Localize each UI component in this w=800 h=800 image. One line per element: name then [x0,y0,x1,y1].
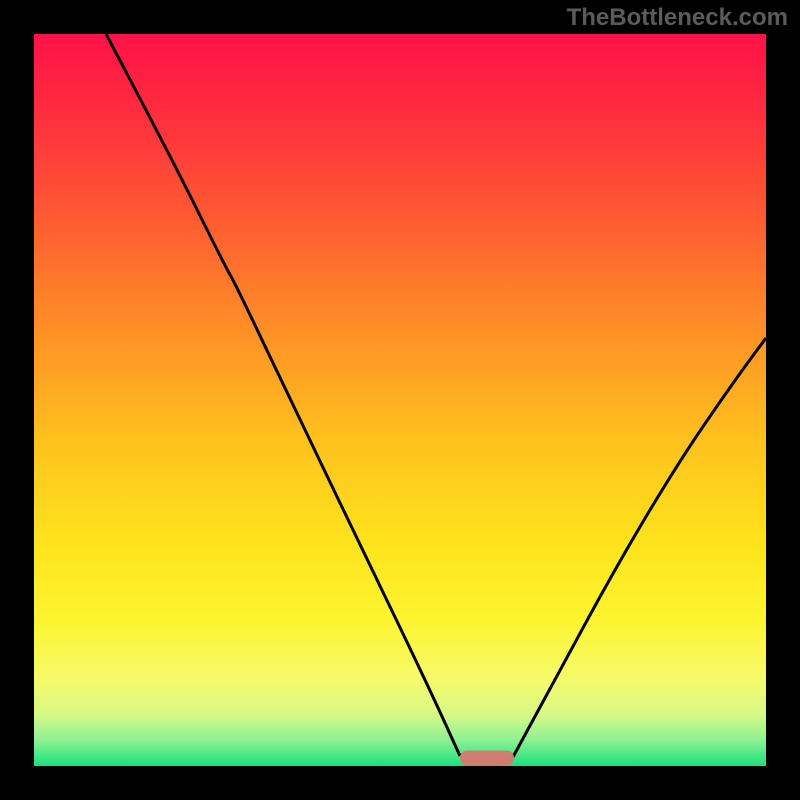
bottleneck-chart-svg [0,0,800,800]
plot-background [34,34,766,766]
chart-container: TheBottleneck.com [0,0,800,800]
watermark-label: TheBottleneck.com [567,4,788,32]
optimal-marker [460,751,514,766]
